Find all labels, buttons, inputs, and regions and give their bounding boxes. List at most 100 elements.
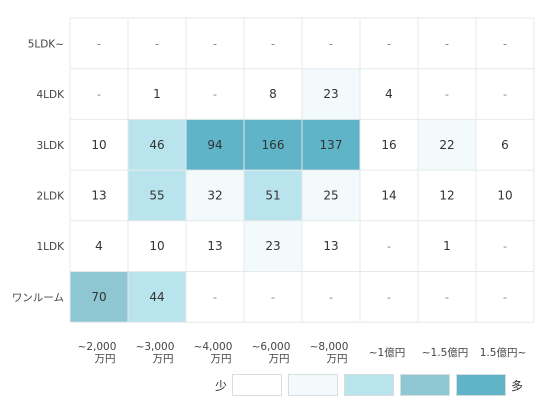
heatmap-cell	[302, 170, 360, 221]
heatmap-cell	[360, 68, 418, 120]
cell-value-label: 14	[381, 188, 396, 202]
heatmap-cell	[302, 119, 360, 171]
cell-value-label: 10	[149, 239, 164, 253]
row-label: 5LDK~	[28, 38, 64, 50]
heatmap-cell	[302, 271, 360, 323]
cell-value-label: 94	[207, 138, 222, 152]
heatmap-cell	[476, 220, 534, 272]
heatmap-cell	[418, 119, 476, 171]
heatmap-cell	[360, 271, 418, 323]
legend-high-label: 多	[510, 378, 523, 393]
cell-value-label: -	[97, 37, 101, 50]
color-legend: 少 多	[210, 373, 528, 397]
cell-value-label: 1	[153, 87, 161, 101]
column-label: ~3,000 万円	[136, 341, 175, 365]
heatmap-cell	[360, 220, 418, 272]
cell-value-label: 12	[439, 188, 454, 202]
column-label: ~8,000 万円	[310, 341, 349, 365]
heatmap-cell	[186, 18, 244, 69]
heatmap-cell	[418, 18, 476, 69]
heatmap-cell	[476, 68, 534, 120]
cell-value-label: -	[329, 291, 333, 304]
heatmap-cell	[186, 68, 244, 120]
column-label: ~1.5億円	[422, 346, 469, 359]
heatmap-cell	[244, 18, 302, 69]
column-label: ~1億円	[369, 346, 405, 359]
cell-value-label: 51	[265, 188, 280, 202]
row-label: 4LDK	[36, 89, 65, 101]
column-label: 1.5億円~	[480, 346, 527, 359]
row-label: 1LDK	[36, 241, 65, 253]
legend-swatch-level-3	[400, 374, 450, 396]
cell-value-label: 23	[323, 87, 338, 101]
cell-value-label: -	[97, 88, 101, 101]
cell-value-label: 10	[497, 188, 512, 202]
column-label: ~6,000 万円	[252, 341, 291, 365]
heatmap-cell	[128, 18, 186, 69]
cell-value-label: -	[445, 88, 449, 101]
heatmap-cell	[244, 170, 302, 221]
cell-value-label: 4	[385, 87, 393, 101]
row-label: 2LDK	[36, 190, 65, 202]
heatmap-cell	[418, 68, 476, 120]
heatmap-cell	[476, 170, 534, 221]
cell-value-label: -	[271, 291, 275, 304]
cell-value-label: 166	[262, 138, 285, 152]
cell-value-label: 1	[443, 239, 451, 253]
heatmap-cell	[418, 220, 476, 272]
heatmap-cell	[476, 119, 534, 171]
cell-value-label: 13	[323, 239, 338, 253]
heatmap-cell	[70, 119, 128, 171]
cell-value-label: 70	[91, 290, 106, 304]
heatmap-cell	[70, 18, 128, 69]
cell-value-label: 32	[207, 188, 222, 202]
heatmap-cell	[360, 119, 418, 171]
legend-swatch-level-2	[344, 374, 394, 396]
cell-value-label: 25	[323, 188, 338, 202]
cell-value-label: 46	[149, 138, 164, 152]
cell-value-label: -	[387, 37, 391, 50]
heatmap-cell	[128, 271, 186, 323]
heatmap-cell	[186, 170, 244, 221]
column-label: ~2,000 万円	[78, 341, 117, 365]
cell-value-label: -	[445, 291, 449, 304]
cell-value-label: -	[213, 88, 217, 101]
cell-value-label: 10	[91, 138, 106, 152]
heatmap-cell	[70, 220, 128, 272]
cell-value-label: -	[213, 37, 217, 50]
heatmap-cell	[244, 220, 302, 272]
heatmap-cell	[476, 18, 534, 69]
row-label: ワンルーム	[12, 292, 64, 304]
heatmap-cell	[186, 220, 244, 272]
heatmap-cell	[128, 220, 186, 272]
heatmap-cell	[244, 271, 302, 323]
heatmap-cell	[302, 18, 360, 69]
cell-value-label: 137	[320, 138, 343, 152]
row-label: 3LDK	[36, 140, 65, 152]
heatmap-cell	[128, 170, 186, 221]
heatmap-cell	[476, 271, 534, 323]
heatmap-cell	[302, 68, 360, 120]
heatmap-cell	[70, 170, 128, 221]
cell-value-label: -	[387, 291, 391, 304]
heatmap-cell	[244, 68, 302, 120]
cell-value-label: 4	[95, 239, 103, 253]
heatmap-cell	[360, 18, 418, 69]
heatmap-cell	[70, 271, 128, 323]
cell-value-label: -	[329, 37, 333, 50]
cell-value-label: -	[503, 291, 507, 304]
column-label: ~4,000 万円	[194, 341, 233, 365]
cell-value-label: 44	[149, 290, 164, 304]
cell-value-label: -	[213, 291, 217, 304]
cell-value-label: 55	[149, 188, 164, 202]
cell-value-label: 13	[91, 188, 106, 202]
cell-value-label: -	[271, 37, 275, 50]
heatmap-cell	[302, 220, 360, 272]
cell-value-label: -	[503, 240, 507, 253]
cell-value-label: -	[503, 88, 507, 101]
cell-value-label: -	[387, 240, 391, 253]
heatmap-cell	[244, 119, 302, 171]
legend-swatch-level-0	[232, 374, 282, 396]
cell-value-label: -	[445, 37, 449, 50]
